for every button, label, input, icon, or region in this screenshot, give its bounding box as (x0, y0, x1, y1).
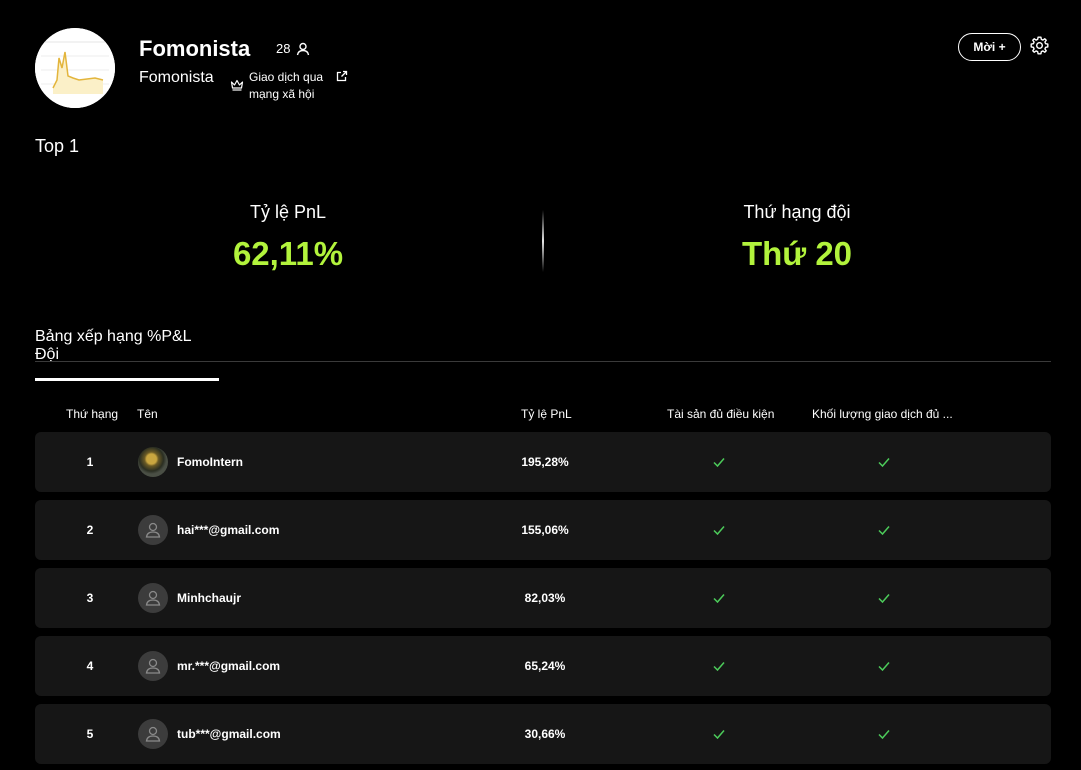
team-tag-label: Giao dịch qua mạng xã hội (249, 70, 324, 101)
table-row[interactable]: 3 Minhchaujr 82,03% (35, 568, 1051, 628)
team-rank-stat-value: Thứ 20 (741, 235, 853, 272)
avatar (138, 447, 168, 477)
row-eligible-volume (874, 500, 894, 560)
check-icon (713, 662, 725, 672)
column-header-eligible-volume: Khối lượng giao dịch đủ ... (812, 407, 953, 421)
table-row[interactable]: 2 hai***@gmail.com 155,06% (35, 500, 1051, 560)
team-avatar (35, 28, 115, 108)
row-rank: 2 (86, 523, 94, 537)
row-name: hai***@gmail.com (177, 523, 280, 537)
row-eligible-volume (874, 704, 894, 764)
member-count-value: 28 (276, 41, 291, 56)
row-name: Minhchaujr (177, 591, 242, 605)
check-icon (713, 730, 725, 740)
avatar (138, 719, 168, 749)
row-rank: 1 (86, 455, 94, 469)
team-rank-stat-label: Thứ hạng đội (743, 202, 851, 222)
check-icon (713, 526, 725, 536)
check-icon (713, 594, 725, 604)
gear-icon[interactable] (1029, 35, 1050, 56)
row-eligible-assets (709, 432, 729, 492)
row-eligible-assets (709, 500, 729, 560)
member-count[interactable]: 28 (276, 41, 310, 56)
team-avatar-chart-icon (35, 28, 115, 108)
column-header-pnl: Tỷ lệ PnL (521, 407, 572, 421)
stats-divider (542, 210, 544, 272)
avatar (138, 651, 168, 681)
tab-divider (35, 361, 1051, 362)
row-member: FomoIntern (138, 432, 243, 492)
row-name: mr.***@gmail.com (177, 659, 281, 673)
row-pnl: 155,06% (521, 523, 569, 537)
row-eligible-assets (709, 704, 729, 764)
row-pnl: 30,66% (524, 727, 566, 741)
check-icon (878, 526, 890, 536)
row-eligible-volume (874, 568, 894, 628)
team-rank-stat: Thứ hạng đội Thứ 20 (647, 202, 947, 273)
row-eligible-assets (709, 568, 729, 628)
table-row[interactable]: 5 tub***@gmail.com 30,66% (35, 704, 1051, 764)
column-header-rank: Thứ hạng (66, 407, 119, 421)
row-rank: 5 (86, 727, 94, 741)
row-pnl: 195,28% (521, 455, 569, 469)
pnl-stat-value: 62,11% (232, 235, 344, 272)
table-row[interactable]: 4 mr.***@gmail.com 65,24% (35, 636, 1051, 696)
row-rank: 4 (86, 659, 94, 673)
row-eligible-volume (874, 432, 894, 492)
row-eligible-assets (709, 636, 729, 696)
user-icon (145, 522, 161, 538)
row-member: hai***@gmail.com (138, 500, 279, 560)
user-icon (145, 590, 161, 606)
team-subtitle: Fomonista (139, 69, 214, 86)
row-member: Minhchaujr (138, 568, 241, 628)
pnl-stat-label: Tỷ lệ PnL (249, 202, 327, 222)
invite-button[interactable]: Mời + (958, 33, 1021, 61)
team-tag[interactable]: Giao dịch qua mạng xã hội (230, 69, 348, 103)
row-name: tub***@gmail.com (177, 727, 281, 741)
check-icon (878, 730, 890, 740)
user-icon (145, 726, 161, 742)
avatar (138, 515, 168, 545)
row-member: mr.***@gmail.com (138, 636, 280, 696)
check-icon (713, 458, 725, 468)
team-name: Fomonista (139, 36, 251, 61)
user-icon (145, 658, 161, 674)
tab-team-pnl-leaderboard[interactable]: Bảng xếp hạng %P&L Đội (35, 328, 219, 381)
column-header-name: Tên (137, 407, 158, 421)
row-eligible-volume (874, 636, 894, 696)
check-icon (878, 594, 890, 604)
column-header-eligible-assets: Tài sản đủ điều kiện (667, 407, 775, 421)
row-rank: 3 (86, 591, 94, 605)
top-label: Top 1 (35, 136, 80, 156)
row-pnl: 82,03% (524, 591, 566, 605)
person-icon (297, 42, 310, 55)
row-member: tub***@gmail.com (138, 704, 281, 764)
pnl-stat: Tỷ lệ PnL 62,11% (138, 202, 438, 273)
external-link-icon[interactable] (336, 70, 348, 82)
crown-icon (230, 79, 244, 91)
check-icon (878, 662, 890, 672)
avatar (138, 583, 168, 613)
check-icon (878, 458, 890, 468)
table-row[interactable]: 1 FomoIntern 195,28% (35, 432, 1051, 492)
row-pnl: 65,24% (524, 659, 566, 673)
row-name: FomoIntern (177, 455, 243, 469)
